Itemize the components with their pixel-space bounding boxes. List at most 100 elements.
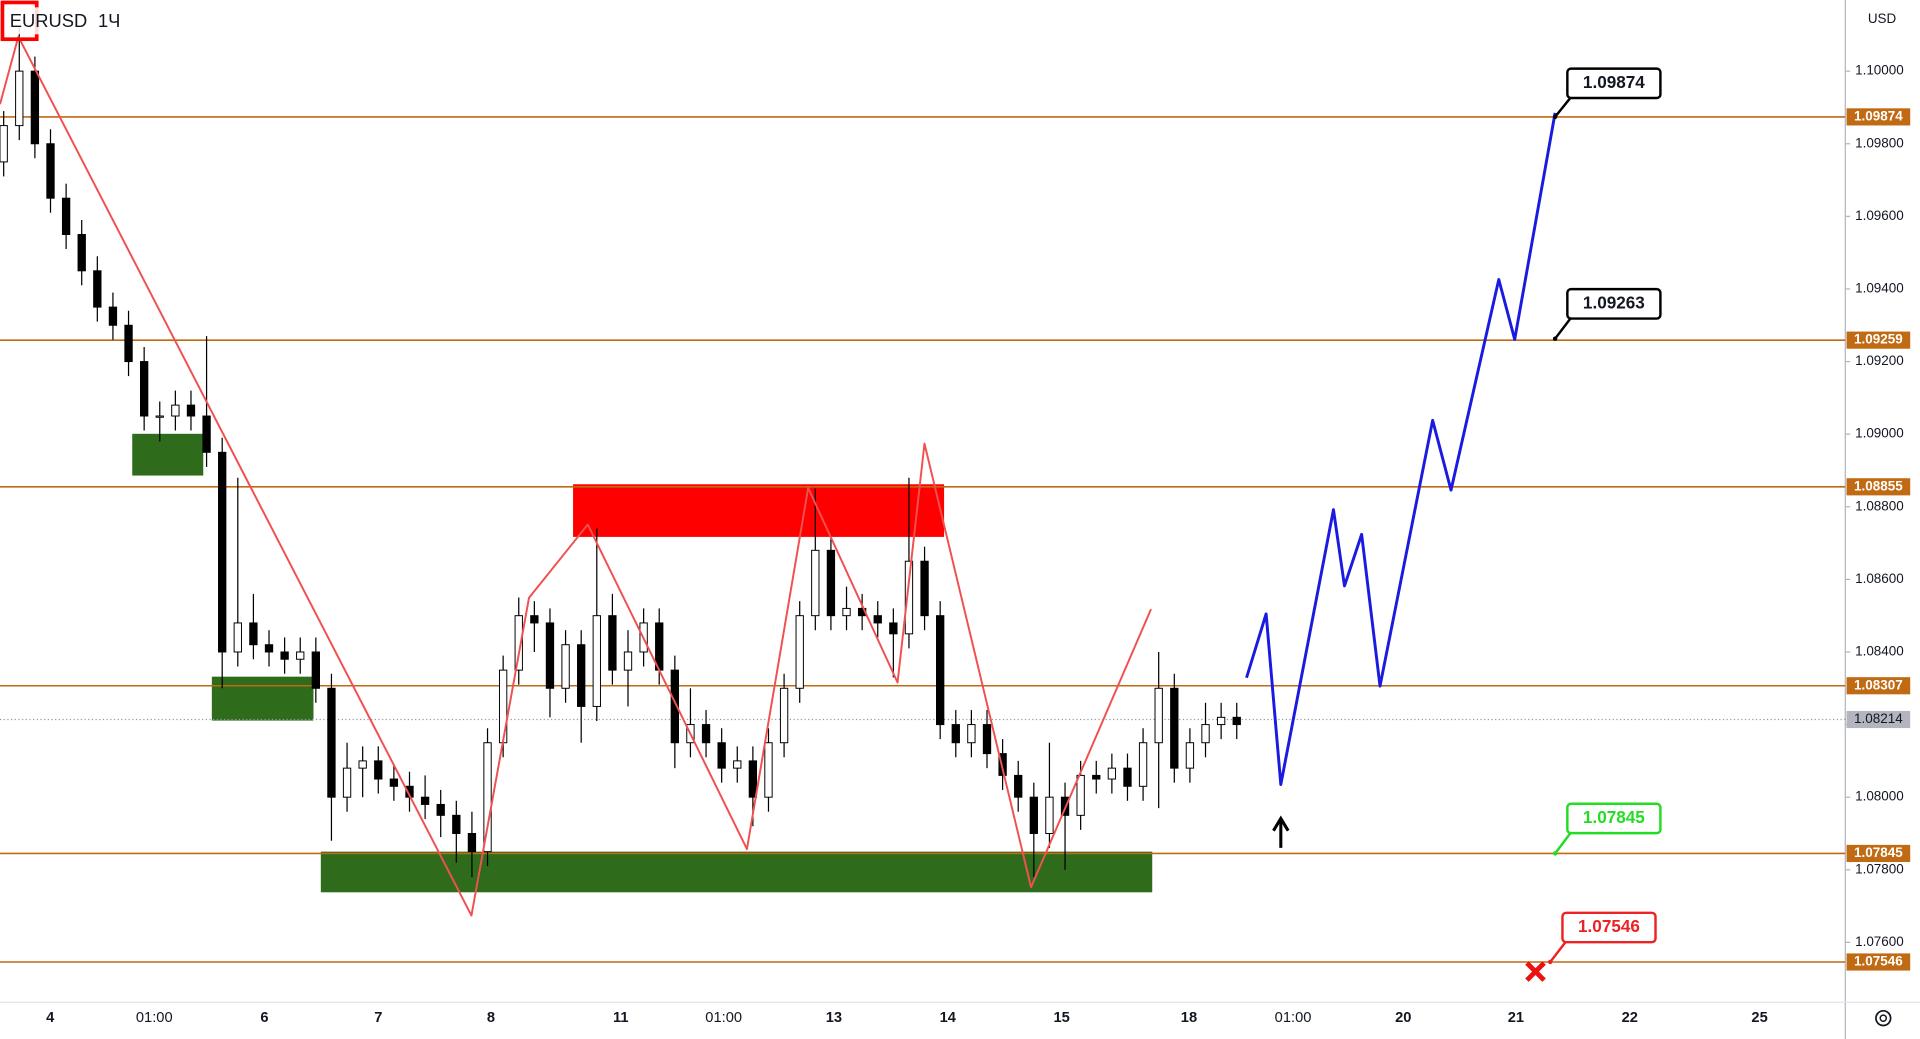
zone — [320, 851, 1153, 893]
gear[interactable] — [1875, 1009, 1892, 1027]
callout-anchor — [1552, 851, 1558, 856]
candle-body — [1170, 687, 1179, 769]
candle-body — [420, 796, 430, 805]
candle-body — [0, 125, 8, 163]
candle-body — [1123, 767, 1132, 787]
x-tick-label: 25 — [1751, 1010, 1767, 1026]
candle-body — [155, 415, 164, 418]
y-tick-label: 1.09200 — [1855, 353, 1904, 368]
candle-body — [982, 724, 992, 755]
legend-bg — [4, 7, 130, 35]
x-tick-label: 11 — [613, 1010, 629, 1026]
candle-body — [327, 687, 336, 798]
x-tick-label: 8 — [487, 1010, 495, 1026]
x-tick-label: 14 — [940, 1010, 957, 1026]
callout-leader — [1554, 94, 1574, 118]
candle-body — [748, 760, 758, 798]
level-label: 1.08855 — [1854, 478, 1903, 493]
candle-body — [1232, 716, 1241, 726]
candle-body — [608, 615, 617, 671]
candle-body — [717, 742, 726, 769]
callout-anchor — [1552, 336, 1558, 341]
callout-anchor — [1552, 114, 1558, 120]
projection-line — [1245, 112, 1557, 786]
settings-icon[interactable] — [1875, 1009, 1892, 1027]
candle-body — [1092, 774, 1101, 780]
gear-hub[interactable] — [1879, 1014, 1888, 1022]
candle-body — [389, 778, 399, 787]
callout-box — [1561, 911, 1657, 944]
candle-body — [93, 270, 102, 308]
candle-body — [1216, 716, 1226, 726]
candle-body — [811, 549, 820, 617]
candle-body — [108, 306, 118, 326]
candle-body — [498, 669, 508, 744]
x-tick-label: 01:00 — [705, 1010, 742, 1026]
candle-body — [436, 803, 445, 816]
candle-body — [514, 615, 523, 671]
candle-body — [249, 622, 258, 646]
candle-body — [701, 724, 711, 744]
level-label: 1.08307 — [1854, 677, 1903, 692]
symbol[interactable]: EURUSD — [10, 10, 88, 31]
callout-box — [1566, 802, 1662, 835]
zone — [132, 433, 204, 476]
currency[interactable]: USD — [1868, 11, 1897, 26]
callout-label: 1.09263 — [1583, 292, 1645, 312]
interval[interactable]: 1Ч — [98, 10, 120, 31]
candle-body — [967, 724, 976, 744]
cross-b — [1525, 961, 1546, 982]
candle-body — [171, 404, 180, 417]
candle-body — [998, 753, 1007, 776]
candle-body — [264, 644, 274, 653]
x-tick-label: 21 — [1508, 1010, 1524, 1026]
y-tick-label: 1.08000 — [1855, 789, 1904, 804]
y-tick-label: 1.08800 — [1855, 498, 1904, 513]
callout-leader — [1554, 829, 1574, 855]
y-tick-label: 1.07800 — [1855, 861, 1904, 876]
candle-body — [139, 361, 149, 417]
candle-body — [1029, 796, 1038, 834]
level-tag — [1846, 953, 1911, 971]
callout-label: 1.07546 — [1578, 916, 1640, 936]
candle-body — [779, 687, 789, 744]
x-tick-label: 13 — [826, 1010, 842, 1026]
zone — [573, 484, 945, 537]
candle-body — [1138, 742, 1148, 787]
candle-body — [1185, 742, 1195, 769]
candle-body — [374, 760, 383, 780]
level-tag — [1846, 844, 1911, 863]
candle-body — [873, 615, 882, 624]
callout-leader — [1554, 315, 1574, 340]
callout-anchor — [1548, 959, 1553, 965]
arrow-head — [1272, 815, 1290, 832]
candle-body — [30, 70, 40, 145]
y-tick-label: 1.09800 — [1855, 135, 1904, 150]
callout-box — [1566, 287, 1662, 320]
y-tick-label: 1.09000 — [1855, 426, 1904, 441]
candle-body — [61, 197, 71, 235]
candle-body — [936, 615, 945, 726]
x-tick-label: 01:00 — [1275, 1010, 1312, 1026]
y-tick-label: 1.09400 — [1855, 281, 1904, 296]
candle-body — [951, 724, 960, 744]
candle-body — [795, 615, 804, 689]
candle-body — [1154, 687, 1163, 744]
level-tag — [1846, 478, 1911, 496]
candle-body — [1014, 774, 1023, 798]
candle-body — [920, 560, 929, 617]
y-tick-label: 1.10000 — [1855, 63, 1904, 78]
candle-body — [530, 615, 539, 624]
level-label: 1.09259 — [1854, 332, 1903, 347]
level-tag — [1846, 331, 1911, 349]
candle-body — [186, 404, 196, 417]
candle-body — [545, 622, 555, 689]
candle-body — [1076, 774, 1085, 816]
y-tick-label: 1.08400 — [1855, 644, 1904, 659]
candle-body — [623, 651, 633, 671]
candle-body — [483, 742, 492, 853]
x-tick-label: 15 — [1053, 1010, 1069, 1026]
candle-body — [202, 415, 211, 453]
candle-body — [358, 760, 367, 769]
